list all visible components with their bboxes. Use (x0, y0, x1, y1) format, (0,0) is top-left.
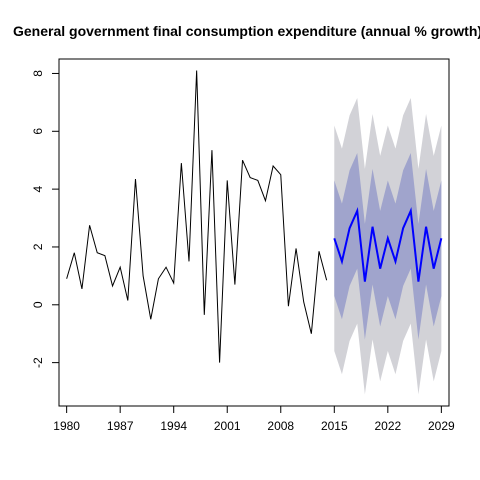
y-tick-label: 2 (31, 243, 45, 250)
band-inner (334, 152, 442, 340)
chart-title: General government final consumption exp… (13, 23, 480, 39)
y-tick-label: -2 (31, 357, 45, 368)
x-tick-label: 1980 (53, 419, 80, 433)
x-tick-label: 1994 (160, 419, 187, 433)
y-axis: -2 0 2 4 6 8 (31, 70, 60, 368)
x-tick-label: 2001 (214, 419, 241, 433)
forecast-line (333, 206, 443, 282)
series-lines (66, 70, 443, 363)
forecast-bands (334, 98, 442, 395)
y-tick-label: 8 (31, 70, 45, 77)
x-tick-label: 2008 (267, 419, 294, 433)
history-line (66, 70, 328, 363)
y-tick-label: 4 (31, 185, 45, 192)
y-tick-label: 0 (31, 301, 45, 308)
x-tick-label: 2022 (374, 419, 401, 433)
x-tick-label: 2015 (321, 419, 348, 433)
x-axis: 1980 1987 1994 2001 2008 2015 2022 2029 (53, 405, 455, 433)
x-tick-label: 1987 (107, 419, 134, 433)
y-tick-label: 6 (31, 128, 45, 135)
x-tick-label: 2029 (428, 419, 455, 433)
